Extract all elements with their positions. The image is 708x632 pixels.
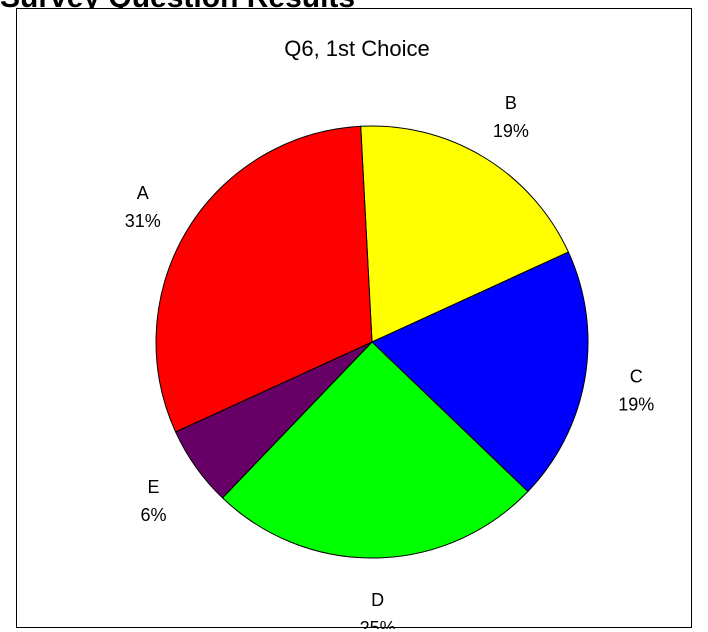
slice-label-a: A bbox=[137, 183, 149, 203]
chart-frame: Q6, 1st Choice B 19% C 19% D 25% E 6% A 31% bbox=[16, 8, 692, 629]
slice-percent-d: 25% bbox=[360, 618, 396, 629]
pie-slice-a bbox=[155, 125, 373, 433]
slice-label-b: B bbox=[505, 93, 517, 113]
pie-slice-d bbox=[221, 341, 529, 559]
slice-percent-a: 31% bbox=[125, 211, 161, 231]
pie-slice-c bbox=[371, 251, 589, 493]
pie-labels: B 19% C 19% D 25% E 6% A 31% bbox=[125, 93, 655, 629]
pie-slices bbox=[155, 125, 589, 559]
pie-slice-b bbox=[360, 125, 570, 343]
slice-percent-c: 19% bbox=[618, 395, 654, 415]
slice-percent-b: 19% bbox=[493, 121, 529, 141]
chart-title: Q6, 1st Choice bbox=[284, 36, 430, 61]
slice-label-c: C bbox=[630, 367, 643, 387]
slice-label-e: E bbox=[148, 477, 160, 497]
pie-chart: Q6, 1st Choice B 19% C 19% D 25% E 6% A 31% bbox=[125, 36, 655, 629]
slice-percent-e: 6% bbox=[141, 505, 167, 525]
slice-label-d: D bbox=[371, 590, 384, 610]
